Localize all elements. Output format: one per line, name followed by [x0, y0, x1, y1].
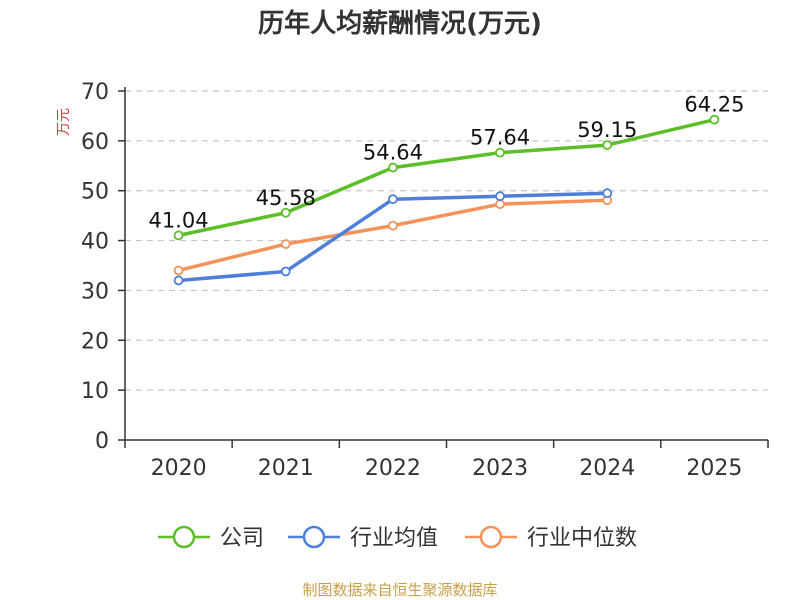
legend-marker-1	[302, 525, 326, 549]
data-point	[280, 207, 291, 218]
y-tick-label: 40	[81, 230, 109, 255]
data-label: 57.64	[470, 126, 530, 150]
x-tick-label: 2021	[258, 456, 314, 481]
data-labels: 41.04 45.58 54.64 57.64 59.15 64.25	[149, 93, 745, 233]
legend-marker-2	[479, 525, 503, 549]
y-tick-label: 70	[81, 80, 109, 105]
series-group	[173, 114, 720, 286]
source-note: 制图数据来自恒生聚源数据库	[302, 581, 497, 599]
data-point	[173, 265, 184, 276]
data-point	[173, 230, 184, 241]
series-line-1	[178, 191, 608, 283]
x-tick-label: 2023	[472, 456, 528, 481]
data-point	[495, 147, 505, 158]
data-label: 64.25	[684, 93, 744, 117]
y-axis-label: 万元	[56, 108, 72, 136]
data-label: 59.15	[577, 118, 637, 142]
data-point	[602, 188, 613, 199]
data-point	[280, 266, 291, 277]
data-point	[709, 114, 720, 125]
data-label: 54.64	[363, 141, 423, 165]
data-label: 45.58	[256, 186, 316, 210]
legend-marker-0	[172, 525, 196, 549]
x-tick-label: 2022	[365, 456, 421, 481]
legend-label-2: 行业中位数	[527, 526, 637, 551]
data-point	[495, 191, 505, 202]
y-tick-label: 50	[81, 180, 109, 205]
data-point	[495, 199, 505, 210]
x-tick-label: 2024	[579, 456, 635, 481]
y-tick-label: 30	[81, 279, 109, 304]
series-line-2	[178, 198, 608, 273]
x-tick-label: 2020	[151, 456, 207, 481]
chart-title: 历年人均薪酬情况(万元)	[258, 8, 542, 39]
data-point	[388, 220, 398, 231]
y-tick-label: 60	[81, 130, 109, 155]
legend-label-0: 公司	[220, 526, 264, 551]
data-point	[602, 140, 613, 150]
data-point	[388, 194, 398, 205]
data-point	[280, 239, 291, 249]
data-label: 41.04	[149, 208, 209, 232]
y-tick-label: 20	[81, 329, 109, 354]
axes: 0 10 20 30 40 50 60 70 2020 2021 2022 2023 2024 2025	[81, 80, 769, 481]
y-tick-label: 0	[95, 429, 109, 454]
data-point	[173, 275, 184, 286]
legend-label-1: 行业均值	[350, 526, 438, 551]
series-line-0	[178, 117, 715, 238]
x-tick-label: 2025	[686, 456, 742, 481]
y-tick-label: 10	[81, 379, 109, 404]
data-point	[388, 162, 398, 173]
legend: 公司 行业均值 行业中位数	[158, 525, 637, 551]
gridlines	[125, 90, 768, 391]
